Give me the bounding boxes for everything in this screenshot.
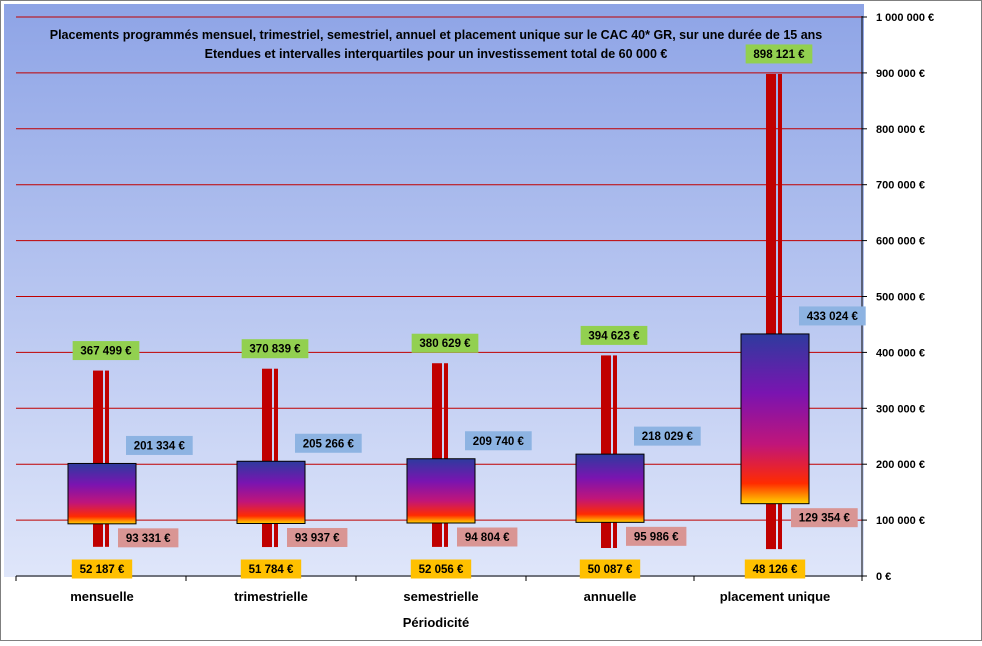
q1-label-bg: [457, 527, 518, 547]
chart-title-line-1: Placements programmés mensuel, trimestri…: [50, 28, 823, 42]
max-label-bg: [411, 333, 479, 353]
max-label-bg: [580, 325, 648, 345]
interquartile-box: [575, 453, 645, 523]
y-tick-label: 900 000 €: [876, 68, 925, 80]
q3-label-bg: [799, 306, 866, 326]
min-label: 48 126 €: [753, 564, 798, 576]
min-label: 52 056 €: [419, 564, 464, 576]
y-tick-label: 1 000 000 €: [876, 12, 934, 24]
min-label: 51 784 €: [249, 564, 294, 576]
x-axis-title: Périodicité: [403, 615, 469, 630]
interquartile-box: [67, 462, 137, 525]
interquartile-box: [406, 458, 476, 524]
q1-label-bg: [791, 508, 858, 528]
category-label: mensuelle: [70, 589, 134, 604]
q3-label-bg: [295, 433, 362, 453]
range-bar-thin: [105, 370, 109, 547]
q3-label-bg: [465, 431, 532, 451]
min-label-bg: [744, 559, 806, 579]
range-bar: [601, 355, 611, 549]
range-bar-thin: [613, 355, 617, 549]
min-label-bg: [71, 559, 133, 579]
range-bar: [93, 370, 103, 547]
q3-label: 209 740 €: [473, 436, 525, 448]
max-label: 898 121 €: [753, 49, 805, 61]
max-label-bg: [745, 44, 813, 64]
range-bar-thin: [778, 73, 782, 550]
y-tick-label: 500 000 €: [876, 292, 925, 304]
q1-label-bg: [626, 526, 687, 546]
interquartile-box: [740, 333, 810, 505]
max-label: 380 629 €: [419, 338, 471, 350]
y-tick-label: 400 000 €: [876, 347, 925, 359]
q3-label-bg: [634, 426, 701, 446]
range-bar-thin: [444, 363, 448, 547]
q1-label: 94 804 €: [465, 532, 510, 544]
min-label: 50 087 €: [588, 564, 633, 576]
x-tick-labels: mensuelle trimestrielle semestrielle annuel…: [70, 589, 830, 604]
chart-title-line-2: Etendues et intervalles interquartiles p…: [205, 47, 668, 61]
max-label-bg: [72, 341, 140, 361]
min-label-bg: [240, 559, 302, 579]
category-label: semestrielle: [403, 589, 478, 604]
q3-label: 201 334 €: [134, 440, 186, 452]
range-bar: [432, 363, 442, 547]
data-labels: 367 499 € 201 334 € 93 331 € 52 187 € 370 83…: [71, 44, 866, 579]
y-tick-label: 600 000 €: [876, 236, 925, 248]
q3-label: 218 029 €: [642, 431, 694, 443]
q3-label: 433 024 €: [807, 311, 859, 323]
min-label: 52 187 €: [80, 564, 125, 576]
q3-label: 205 266 €: [303, 438, 355, 450]
range-bar-thin: [274, 368, 278, 548]
y-tick-label: 800 000 €: [876, 124, 925, 136]
q1-label: 93 937 €: [295, 532, 340, 544]
max-label: 367 499 €: [80, 346, 132, 358]
y-tick-label: 0 €: [876, 571, 891, 583]
category-label: annuelle: [584, 589, 637, 604]
range-bar: [262, 368, 272, 548]
y-tick-label: 300 000 €: [876, 403, 925, 415]
y-tick-label: 200 000 €: [876, 459, 925, 471]
interquartile-box: [236, 460, 306, 524]
y-tick-labels: 0 € 100 000 € 200 000 € 300 000 € 400 000 € 5…: [876, 12, 934, 583]
q1-label: 129 354 €: [799, 513, 851, 525]
y-tick-label: 100 000 €: [876, 515, 925, 527]
q1-label-bg: [118, 528, 179, 548]
category-label: placement unique: [720, 589, 831, 604]
q3-label-bg: [126, 435, 193, 455]
q1-label-bg: [287, 527, 348, 547]
category-label: trimestrielle: [234, 589, 308, 604]
range-bar: [766, 73, 776, 550]
q1-label: 95 986 €: [634, 531, 679, 543]
y-tick-label: 700 000 €: [876, 180, 925, 192]
max-label: 394 623 €: [588, 330, 640, 342]
data-marks: [67, 73, 810, 550]
max-label-bg: [241, 339, 309, 359]
max-label: 370 839 €: [249, 344, 301, 356]
min-label-bg: [579, 559, 641, 579]
q1-label: 93 331 €: [126, 533, 171, 545]
min-label-bg: [410, 559, 472, 579]
